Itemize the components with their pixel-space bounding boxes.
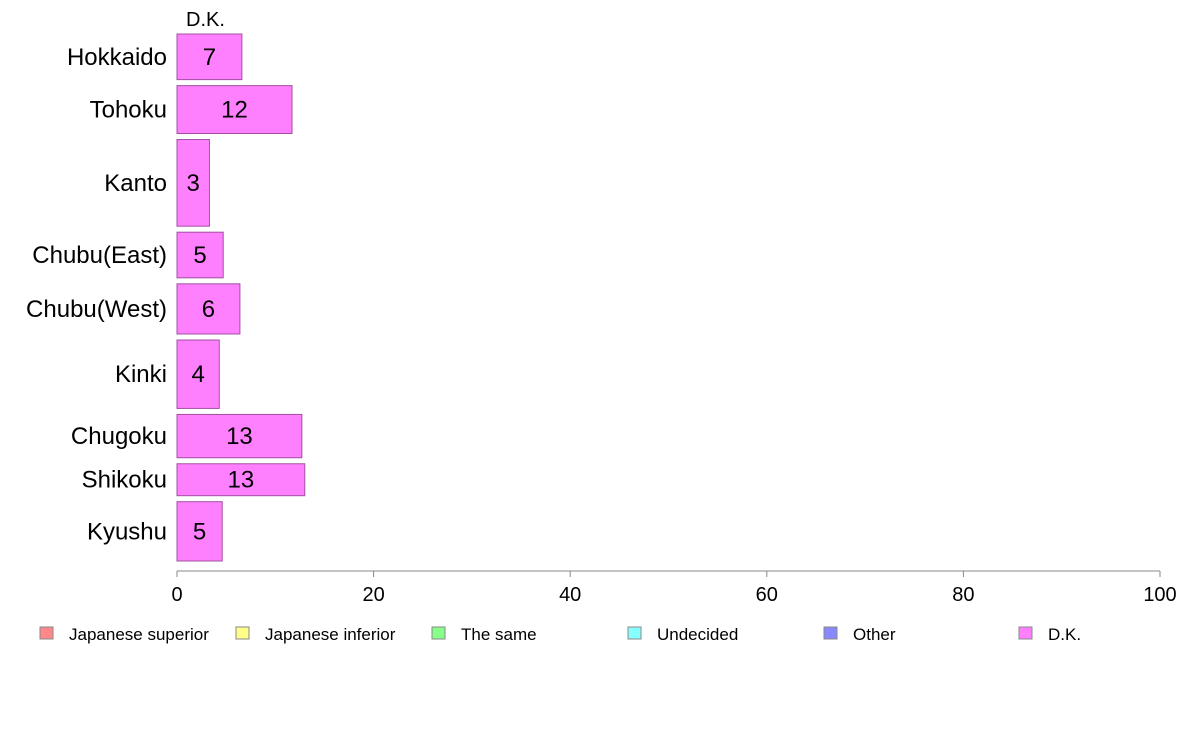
bar-shikoku: [176, 463, 306, 497]
legend-label: The same: [461, 625, 537, 644]
column-header: D.K.: [186, 9, 225, 31]
x-tick-label: 60: [756, 584, 778, 606]
bar-kanto: [176, 139, 210, 227]
bar-value-label: 4: [191, 361, 204, 388]
category-label: Kanto: [104, 170, 167, 197]
category-label: Chubu(West): [26, 296, 167, 323]
bar-chubu-east: [176, 231, 224, 279]
category-label: Tohoku: [90, 97, 167, 124]
category-label: Chubu(East): [32, 242, 167, 269]
bar-value-label: 7: [203, 44, 216, 71]
legend-label: Other: [853, 625, 896, 644]
bar-value-label: 13: [226, 423, 253, 450]
x-tick-label: 80: [952, 584, 974, 606]
legend-label: Undecided: [657, 625, 738, 644]
bar-kinki: [176, 339, 220, 409]
category-label: Kinki: [115, 361, 167, 388]
legend-swatch: [823, 626, 838, 640]
legend-swatch: [39, 626, 54, 640]
legend-label: D.K.: [1048, 625, 1081, 644]
bar-value-label: 3: [187, 170, 200, 197]
bar-chubu-west: [176, 283, 241, 335]
bar-value-label: 12: [221, 97, 248, 124]
bar-value-label: 13: [228, 467, 255, 494]
bar-value-label: 5: [193, 242, 206, 269]
x-tick-label: 100: [1143, 584, 1176, 606]
bar-value-label: 5: [193, 518, 206, 545]
bar-tohoku: [176, 85, 293, 135]
bar-value-label: 6: [202, 296, 215, 323]
x-tick-label: 0: [171, 584, 182, 606]
category-label: Kyushu: [87, 518, 167, 545]
category-label: Hokkaido: [67, 44, 167, 71]
x-tick-label: 20: [362, 584, 384, 606]
bar-hokkaido: [176, 33, 243, 81]
x-tick-label: 40: [559, 584, 581, 606]
category-label: Chugoku: [71, 423, 167, 450]
legend-swatch: [235, 626, 250, 640]
bar-kyushu: [176, 501, 223, 562]
legend-swatch: [1018, 626, 1033, 640]
bar-chugoku: [176, 413, 303, 459]
category-label: Shikoku: [82, 467, 167, 494]
legend-swatch: [627, 626, 642, 640]
legend-label: Japanese inferior: [265, 625, 396, 644]
legend-swatch: [431, 626, 446, 640]
legend-label: Japanese superior: [69, 625, 209, 644]
